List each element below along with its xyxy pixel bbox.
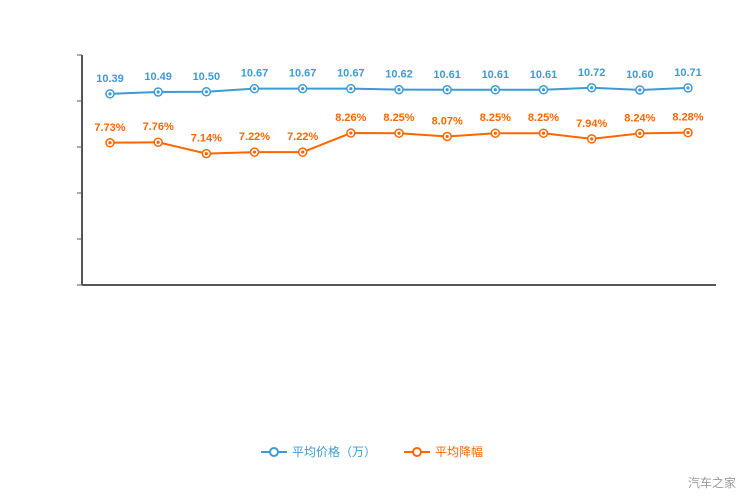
legend-item-average-price[interactable]: 平均价格（万） (260, 443, 376, 460)
legend-label-average-discount: 平均降幅 (435, 445, 484, 459)
trend-line-chart: 10.39 10.49 10.50 10.67 10.67 10.67 10.62 10.61… (77, 54, 716, 286)
svg-text:10.39: 10.39 (96, 73, 124, 85)
svg-text:7.22%: 7.22% (239, 131, 270, 143)
svg-text:8.25%: 8.25% (480, 112, 511, 124)
svg-text:10.61: 10.61 (482, 69, 510, 81)
svg-text:7.76%: 7.76% (143, 121, 174, 133)
svg-text:10.67: 10.67 (289, 68, 317, 80)
svg-text:8.25%: 8.25% (383, 112, 414, 124)
svg-text:10.71: 10.71 (674, 67, 702, 79)
svg-text:7.14%: 7.14% (191, 133, 222, 145)
svg-text:10.62: 10.62 (385, 69, 413, 81)
svg-text:7.94%: 7.94% (576, 118, 607, 130)
svg-text:10.67: 10.67 (241, 68, 269, 80)
watermark: 汽车之家 (687, 476, 736, 490)
discount-series-marker-icon (404, 446, 430, 458)
svg-text:10.67: 10.67 (337, 68, 365, 80)
legend-item-average-discount[interactable]: 平均降幅 (404, 443, 483, 460)
svg-text:8.28%: 8.28% (672, 112, 703, 124)
svg-text:10.60: 10.60 (626, 69, 654, 81)
price-series-marker-icon (260, 446, 287, 458)
svg-text:10.50: 10.50 (193, 71, 221, 83)
svg-text:7.22%: 7.22% (287, 131, 318, 143)
legend: 平均价格（万） 平均降幅 (0, 443, 744, 460)
svg-text:10.72: 10.72 (578, 67, 606, 79)
svg-text:10.61: 10.61 (530, 69, 558, 81)
svg-text:7.73%: 7.73% (94, 122, 125, 134)
svg-text:10.49: 10.49 (144, 71, 172, 83)
svg-text:8.24%: 8.24% (624, 112, 655, 124)
legend-label-average-price: 平均价格（万） (291, 445, 376, 459)
svg-text:8.25%: 8.25% (528, 112, 559, 124)
svg-text:8.07%: 8.07% (432, 116, 463, 128)
svg-text:10.61: 10.61 (433, 69, 461, 81)
svg-text:8.26%: 8.26% (335, 112, 366, 124)
